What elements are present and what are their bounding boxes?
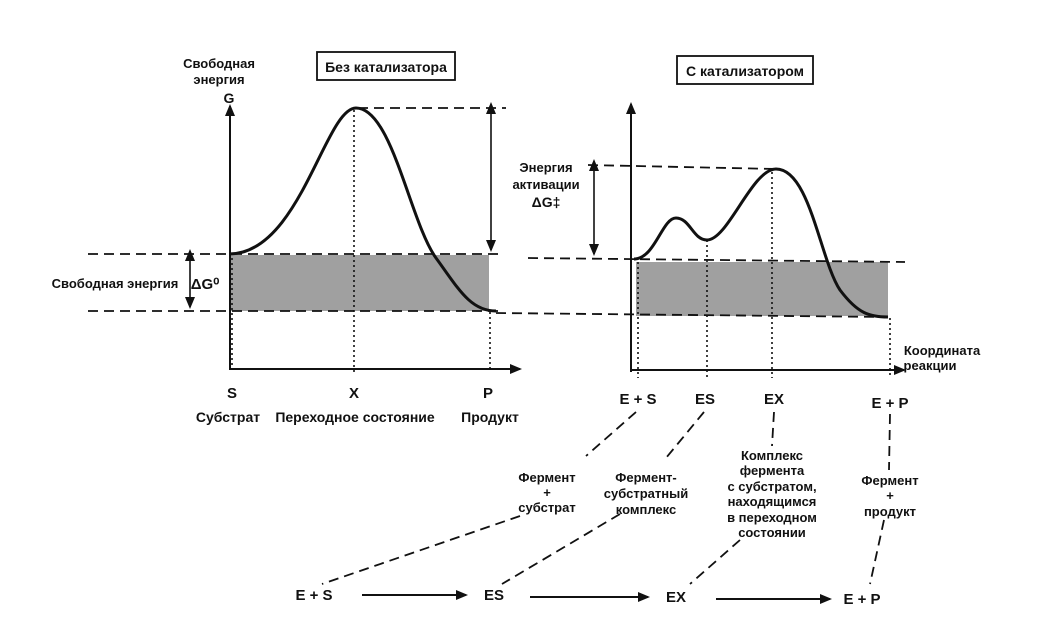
- right-tick-e-plus-s: E + S: [619, 391, 656, 408]
- activation-label-line1: Энергия: [519, 160, 572, 175]
- left-title: Без катализатора: [325, 59, 447, 75]
- y-axis-label-line1: Свободная: [183, 56, 255, 71]
- right-free-energy-band: [636, 262, 888, 316]
- enzyme-product-line3: продукт: [864, 504, 916, 519]
- right-peak-level-line: [587, 164, 777, 170]
- sequence-es: ES: [484, 587, 504, 604]
- right-energy-curve: [633, 167, 889, 319]
- transition-complex-line6: состоянии: [738, 525, 806, 540]
- connector-lines: [321, 411, 891, 585]
- right-tick-ex: EX: [764, 391, 784, 408]
- y-axis-symbol: G: [224, 90, 235, 106]
- free-energy-label: Свободная энергия: [52, 276, 179, 291]
- left-panel: Без катализатора Свободная энергия G Сво…: [52, 51, 522, 425]
- transition-complex-line4: находящимся: [728, 494, 817, 509]
- sequence-e-plus-s: E + S: [295, 587, 332, 604]
- complex-line3: комплекс: [616, 502, 676, 517]
- right-tick-es: ES: [695, 391, 715, 408]
- complex-line2: субстратный: [604, 486, 688, 501]
- right-tick-e-plus-p: E + P: [871, 395, 908, 412]
- connector-ex-top: [771, 411, 775, 447]
- product-label: Продукт: [461, 409, 519, 425]
- left-tick-s: S: [227, 385, 237, 402]
- right-substrate-level-line: [527, 257, 906, 263]
- connector-ep-bottom: [869, 519, 885, 585]
- x-axis-label-line2: реакции: [904, 358, 957, 373]
- connector-e-plus-s-bottom: [321, 515, 521, 585]
- complex-line1: Фермент-: [615, 470, 677, 485]
- right-title: С катализатором: [686, 63, 804, 79]
- x-axis-label-line1: Координата: [904, 343, 981, 358]
- transition-state-label: Переходное состояние: [275, 409, 435, 425]
- sequence-ex: EX: [666, 589, 686, 606]
- transition-complex-line5: в переходном: [727, 510, 817, 525]
- left-free-energy-band: [229, 255, 489, 311]
- activation-label-line2: активации: [512, 177, 579, 192]
- enzyme-substrate-line2: +: [543, 485, 551, 500]
- left-tick-p: P: [483, 385, 493, 402]
- left-title-box: [316, 51, 456, 81]
- enzyme-substrate-line1: Фермент: [518, 470, 575, 485]
- reaction-sequence: E + S ES EX E + P: [295, 587, 880, 608]
- delta-g-label: ΔG⁰: [191, 276, 219, 293]
- substrate-label: Субстрат: [196, 409, 260, 425]
- left-energy-curve: [228, 106, 497, 313]
- connector-es-bottom: [501, 513, 621, 585]
- right-product-level-line: [495, 312, 889, 318]
- enzyme-product-line2: +: [886, 488, 894, 503]
- enzyme-product-line1: Фермент: [861, 473, 918, 488]
- transition-complex-line3: с субстратом,: [727, 479, 816, 494]
- transition-complex-line2: фермента: [740, 463, 805, 478]
- connector-e-plus-s-top: [585, 411, 637, 457]
- activation-symbol: ΔG‡: [532, 194, 561, 210]
- connector-ep-top: [888, 413, 891, 471]
- right-panel: С катализатором Энергия активации ΔG‡ Ко…: [495, 55, 981, 412]
- transition-complex-line1: Комплекс: [741, 448, 803, 463]
- left-tick-x: X: [349, 385, 359, 402]
- connector-es-top: [665, 411, 705, 459]
- explanations: Фермент + субстрат Фермент- субстратный …: [518, 448, 918, 540]
- y-axis-label-line2: энергия: [193, 72, 244, 87]
- connector-ex-bottom: [689, 539, 741, 585]
- right-title-box: [676, 55, 814, 85]
- enzyme-substrate-line3: субстрат: [518, 500, 575, 515]
- sequence-e-plus-p: E + P: [843, 591, 880, 608]
